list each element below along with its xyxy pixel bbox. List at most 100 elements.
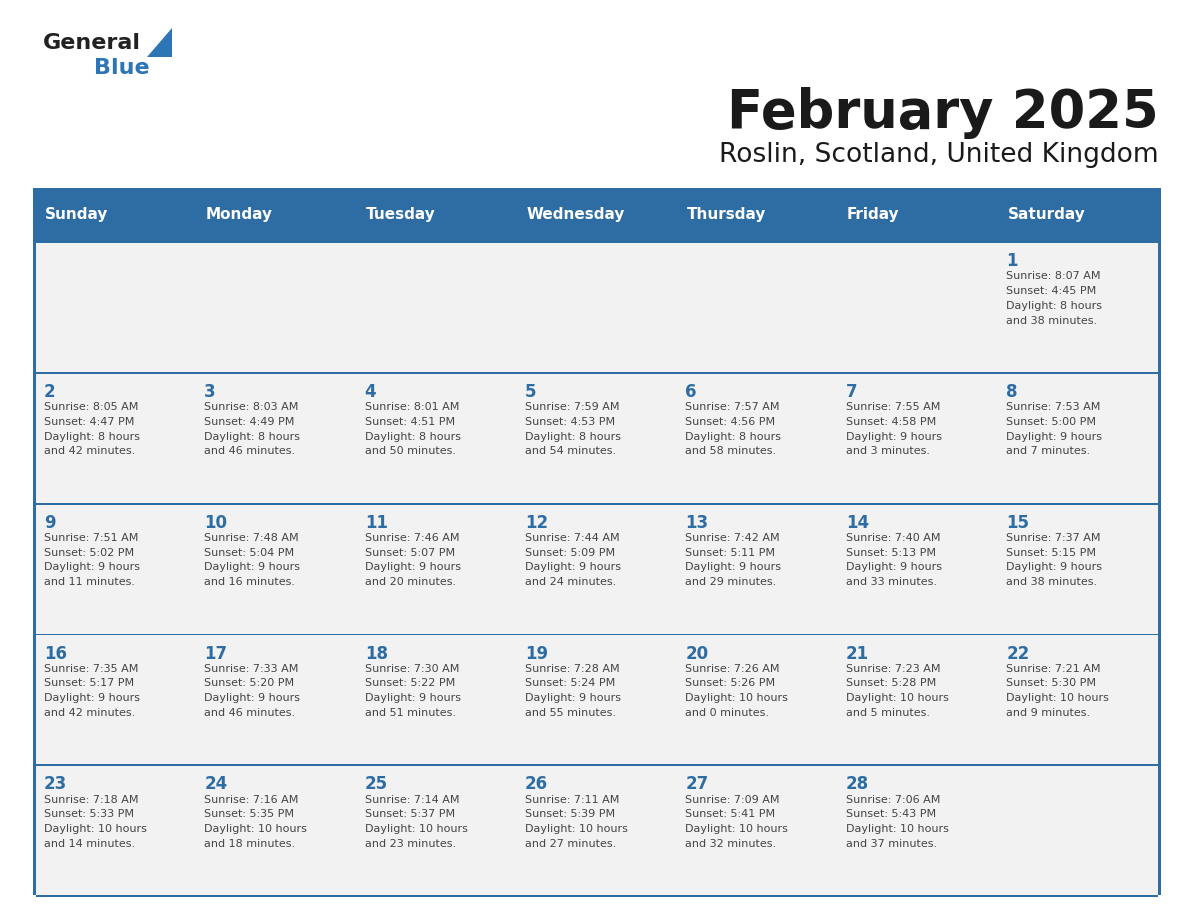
Text: Sunset: 5:43 PM: Sunset: 5:43 PM <box>846 810 936 819</box>
Text: 15: 15 <box>1006 514 1029 532</box>
Text: 4: 4 <box>365 383 377 401</box>
Text: Sunrise: 7:53 AM: Sunrise: 7:53 AM <box>1006 402 1100 412</box>
Text: Sunrise: 7:37 AM: Sunrise: 7:37 AM <box>1006 533 1101 543</box>
Text: and 16 minutes.: and 16 minutes. <box>204 577 296 588</box>
Text: 7: 7 <box>846 383 858 401</box>
Text: Sunset: 5:15 PM: Sunset: 5:15 PM <box>1006 548 1097 558</box>
Text: Sunset: 5:33 PM: Sunset: 5:33 PM <box>44 810 134 819</box>
Text: 12: 12 <box>525 514 548 532</box>
Text: 2: 2 <box>44 383 56 401</box>
Text: Daylight: 8 hours: Daylight: 8 hours <box>204 431 301 442</box>
Text: Sunrise: 7:42 AM: Sunrise: 7:42 AM <box>685 533 781 543</box>
Text: Sunrise: 7:26 AM: Sunrise: 7:26 AM <box>685 664 781 674</box>
Text: and 55 minutes.: and 55 minutes. <box>525 708 617 718</box>
Text: Daylight: 10 hours: Daylight: 10 hours <box>1006 693 1110 703</box>
Text: Sunrise: 8:03 AM: Sunrise: 8:03 AM <box>204 402 298 412</box>
Text: and 37 minutes.: and 37 minutes. <box>846 839 937 848</box>
Text: Sunday: Sunday <box>45 207 108 222</box>
Text: Sunrise: 8:05 AM: Sunrise: 8:05 AM <box>44 402 138 412</box>
Text: Sunrise: 7:51 AM: Sunrise: 7:51 AM <box>44 533 138 543</box>
Text: Sunrise: 7:55 AM: Sunrise: 7:55 AM <box>846 402 940 412</box>
Text: Sunset: 5:07 PM: Sunset: 5:07 PM <box>365 548 455 558</box>
Text: Sunrise: 7:48 AM: Sunrise: 7:48 AM <box>204 533 299 543</box>
Text: Sunset: 5:00 PM: Sunset: 5:00 PM <box>1006 417 1097 427</box>
Text: Friday: Friday <box>847 207 899 222</box>
Text: Sunrise: 7:35 AM: Sunrise: 7:35 AM <box>44 664 138 674</box>
Text: 18: 18 <box>365 644 387 663</box>
Text: Sunrise: 7:11 AM: Sunrise: 7:11 AM <box>525 795 619 804</box>
Text: 22: 22 <box>1006 644 1030 663</box>
Text: Sunrise: 7:23 AM: Sunrise: 7:23 AM <box>846 664 941 674</box>
Text: and 42 minutes.: and 42 minutes. <box>44 708 135 718</box>
Text: 14: 14 <box>846 514 868 532</box>
Text: Sunrise: 8:07 AM: Sunrise: 8:07 AM <box>1006 272 1101 282</box>
Text: Sunset: 4:47 PM: Sunset: 4:47 PM <box>44 417 134 427</box>
Text: Daylight: 10 hours: Daylight: 10 hours <box>846 693 949 703</box>
Text: Sunset: 4:58 PM: Sunset: 4:58 PM <box>846 417 936 427</box>
Text: 13: 13 <box>685 514 708 532</box>
Text: 28: 28 <box>846 776 868 793</box>
Text: Daylight: 9 hours: Daylight: 9 hours <box>204 693 301 703</box>
Text: 23: 23 <box>44 776 68 793</box>
Text: 5: 5 <box>525 383 537 401</box>
Text: Sunset: 5:20 PM: Sunset: 5:20 PM <box>204 678 295 688</box>
Text: Sunrise: 7:40 AM: Sunrise: 7:40 AM <box>846 533 941 543</box>
Text: 1: 1 <box>1006 252 1018 270</box>
Text: and 24 minutes.: and 24 minutes. <box>525 577 617 588</box>
Text: 9: 9 <box>44 514 56 532</box>
Text: Wednesday: Wednesday <box>526 207 625 222</box>
Text: Sunset: 5:13 PM: Sunset: 5:13 PM <box>846 548 936 558</box>
Text: Sunset: 5:30 PM: Sunset: 5:30 PM <box>1006 678 1097 688</box>
Text: and 27 minutes.: and 27 minutes. <box>525 839 617 848</box>
Text: Daylight: 10 hours: Daylight: 10 hours <box>685 824 789 834</box>
Text: Daylight: 10 hours: Daylight: 10 hours <box>525 824 628 834</box>
Polygon shape <box>147 28 171 57</box>
Text: Sunset: 5:41 PM: Sunset: 5:41 PM <box>685 810 776 819</box>
Text: Sunrise: 7:09 AM: Sunrise: 7:09 AM <box>685 795 781 804</box>
Text: 16: 16 <box>44 644 67 663</box>
Text: and 46 minutes.: and 46 minutes. <box>204 708 296 718</box>
Text: Daylight: 9 hours: Daylight: 9 hours <box>525 563 621 573</box>
Text: 6: 6 <box>685 383 697 401</box>
Text: Sunrise: 7:21 AM: Sunrise: 7:21 AM <box>1006 664 1101 674</box>
Text: 25: 25 <box>365 776 387 793</box>
Text: Sunset: 5:37 PM: Sunset: 5:37 PM <box>365 810 455 819</box>
Text: Daylight: 10 hours: Daylight: 10 hours <box>846 824 949 834</box>
Text: Thursday: Thursday <box>687 207 766 222</box>
Text: Daylight: 9 hours: Daylight: 9 hours <box>525 693 621 703</box>
Text: Sunset: 5:22 PM: Sunset: 5:22 PM <box>365 678 455 688</box>
Text: 8: 8 <box>1006 383 1018 401</box>
Text: Saturday: Saturday <box>1007 207 1085 222</box>
Text: General: General <box>43 33 141 53</box>
Text: Daylight: 9 hours: Daylight: 9 hours <box>44 563 140 573</box>
Text: Sunrise: 7:28 AM: Sunrise: 7:28 AM <box>525 664 620 674</box>
Text: Daylight: 8 hours: Daylight: 8 hours <box>365 431 461 442</box>
Text: and 7 minutes.: and 7 minutes. <box>1006 446 1091 456</box>
Text: Daylight: 8 hours: Daylight: 8 hours <box>44 431 140 442</box>
Text: and 11 minutes.: and 11 minutes. <box>44 577 135 588</box>
Text: Daylight: 10 hours: Daylight: 10 hours <box>685 693 789 703</box>
Text: Daylight: 9 hours: Daylight: 9 hours <box>204 563 301 573</box>
Text: and 51 minutes.: and 51 minutes. <box>365 708 456 718</box>
Text: Sunset: 5:24 PM: Sunset: 5:24 PM <box>525 678 615 688</box>
Text: Sunset: 4:53 PM: Sunset: 4:53 PM <box>525 417 615 427</box>
Text: and 9 minutes.: and 9 minutes. <box>1006 708 1091 718</box>
Text: and 18 minutes.: and 18 minutes. <box>204 839 296 848</box>
Text: Daylight: 9 hours: Daylight: 9 hours <box>44 693 140 703</box>
Text: Daylight: 10 hours: Daylight: 10 hours <box>204 824 308 834</box>
Text: Sunset: 4:49 PM: Sunset: 4:49 PM <box>204 417 295 427</box>
Text: 21: 21 <box>846 644 868 663</box>
Text: Sunrise: 7:59 AM: Sunrise: 7:59 AM <box>525 402 620 412</box>
Text: 19: 19 <box>525 644 548 663</box>
Text: and 58 minutes.: and 58 minutes. <box>685 446 777 456</box>
Text: and 0 minutes.: and 0 minutes. <box>685 708 770 718</box>
Text: Daylight: 9 hours: Daylight: 9 hours <box>1006 563 1102 573</box>
Text: Daylight: 8 hours: Daylight: 8 hours <box>685 431 782 442</box>
Text: Sunset: 5:02 PM: Sunset: 5:02 PM <box>44 548 134 558</box>
Text: Tuesday: Tuesday <box>366 207 436 222</box>
Text: Daylight: 9 hours: Daylight: 9 hours <box>365 563 461 573</box>
Text: Sunrise: 7:14 AM: Sunrise: 7:14 AM <box>365 795 460 804</box>
Text: Sunrise: 7:33 AM: Sunrise: 7:33 AM <box>204 664 298 674</box>
Text: Blue: Blue <box>94 58 150 78</box>
Text: and 50 minutes.: and 50 minutes. <box>365 446 456 456</box>
